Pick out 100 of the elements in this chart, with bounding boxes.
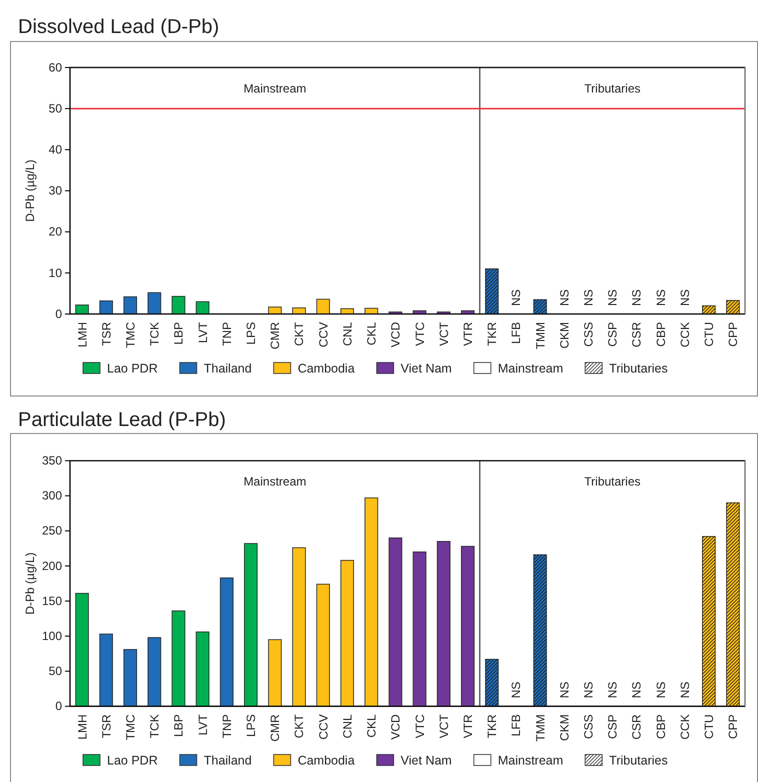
bar: [148, 292, 162, 314]
x-tick-label: CKT: [292, 714, 306, 738]
bar: [292, 547, 306, 707]
text: NS: [654, 289, 668, 306]
text: Tributaries: [609, 753, 668, 768]
bar: [388, 537, 402, 707]
text: NS: [630, 289, 644, 306]
x-tick-label: LBP: [172, 714, 186, 737]
y-tick-label: 40: [48, 142, 62, 157]
x-tick-label: TKR: [485, 322, 500, 346]
x-tick-label: TSR: [99, 714, 114, 738]
x-tick-label: CKM: [557, 322, 572, 349]
bar: [75, 304, 89, 314]
bar: [244, 543, 258, 707]
chart-title: Particulate Lead (P-Pb): [18, 409, 226, 431]
text: NS: [678, 289, 692, 306]
bar: [172, 610, 186, 707]
band-label: Tributaries: [584, 474, 641, 489]
x-tick-label: VTR: [460, 714, 475, 738]
bar: [316, 298, 330, 314]
bar: [75, 592, 89, 707]
x-tick-label: TMC: [123, 714, 138, 740]
y-axis-title: D-Pb (µg/L): [23, 160, 37, 222]
x-tick-label: CKT: [292, 321, 306, 346]
x-tick-label: LPS: [244, 322, 258, 345]
x-tick-label: LVT: [196, 714, 210, 736]
text: NS: [582, 682, 596, 698]
text: NS: [557, 289, 572, 306]
x-tick-label: CKM: [557, 714, 572, 741]
text: NS: [606, 289, 620, 306]
x-tick-label: CCV: [316, 714, 330, 740]
bar: [460, 546, 475, 707]
x-tick-label: CCV: [316, 322, 330, 348]
text: Mainstream: [498, 361, 564, 376]
x-tick-label: TMC: [123, 322, 138, 348]
y-tick-label: 20: [48, 224, 62, 239]
y-tick-label: 0: [55, 306, 62, 321]
x-tick-label: TNP: [220, 714, 234, 738]
bar: [123, 296, 138, 314]
legend-label: Cambodia: [298, 753, 355, 768]
x-tick-label: CCK: [678, 714, 692, 740]
x-tick-label: CNL: [340, 714, 354, 738]
x-tick-label: VTC: [412, 322, 427, 346]
x-tick-label: TNP: [220, 322, 234, 346]
x-tick-label: CPP: [726, 322, 740, 347]
y-tick-label: 10: [48, 266, 62, 280]
text: NS: [630, 682, 644, 698]
x-tick-label: TKR: [485, 714, 500, 738]
x-tick-label: TSR: [99, 322, 114, 346]
bar: [123, 649, 138, 707]
text: Tributaries: [609, 361, 668, 376]
bar: [412, 552, 426, 707]
band-label: Mainstream: [244, 82, 306, 96]
x-tick-label: CTU: [702, 714, 716, 739]
bar: [292, 307, 306, 314]
legend-label: Thailand: [204, 361, 252, 376]
y-tick-label: 150: [42, 594, 62, 608]
bar: [268, 306, 282, 314]
text: NS: [678, 682, 692, 698]
bar: [340, 560, 354, 707]
y-tick-label: 250: [42, 524, 62, 538]
x-tick-label: CBP: [654, 714, 668, 739]
x-tick-label: TMM: [533, 714, 548, 742]
x-tick-label: CNL: [340, 322, 354, 346]
x-tick-label: VCD: [388, 322, 403, 348]
y-tick-label: 200: [42, 558, 62, 573]
x-tick-label: TCK: [148, 322, 162, 346]
text: NS: [606, 682, 620, 698]
bar: [99, 634, 113, 707]
x-tick-label: CPP: [726, 714, 740, 739]
x-tick-label: CBP: [654, 322, 668, 347]
legend-label: Cambodia: [298, 361, 355, 376]
x-tick-label: CKL: [364, 322, 379, 346]
bar: [220, 577, 234, 707]
text: NS: [557, 682, 572, 698]
bar: [99, 300, 113, 314]
y-tick-label: 0: [55, 699, 62, 714]
x-tick-label: CSS: [582, 714, 596, 739]
x-tick-label: LMH: [75, 714, 90, 740]
x-tick-label: LMH: [75, 322, 90, 348]
x-tick-label: TCK: [148, 714, 162, 738]
bar: [436, 540, 450, 707]
y-tick-label: 50: [48, 664, 62, 678]
x-tick-label: LPS: [244, 714, 258, 737]
x-tick-label: CMR: [268, 322, 282, 350]
x-tick-label: VTC: [412, 714, 427, 738]
bar: [364, 497, 378, 707]
x-tick-label: LBP: [172, 322, 186, 345]
legend-label: Lao PDR: [107, 361, 158, 376]
legend-label: Lao PDR: [107, 753, 158, 768]
x-tick-label: CSS: [582, 322, 596, 347]
text: NS: [509, 289, 524, 306]
y-axis-title: D-Pb (µg/L): [23, 552, 37, 615]
bar: [172, 296, 186, 314]
text: Mainstream: [498, 753, 564, 768]
y-tick-label: 50: [48, 101, 62, 116]
chart-title: Dissolved Lead (D-Pb): [18, 16, 220, 38]
bar: [196, 632, 210, 707]
x-tick-label: CTU: [702, 322, 716, 347]
x-tick-label: CSP: [606, 322, 620, 347]
